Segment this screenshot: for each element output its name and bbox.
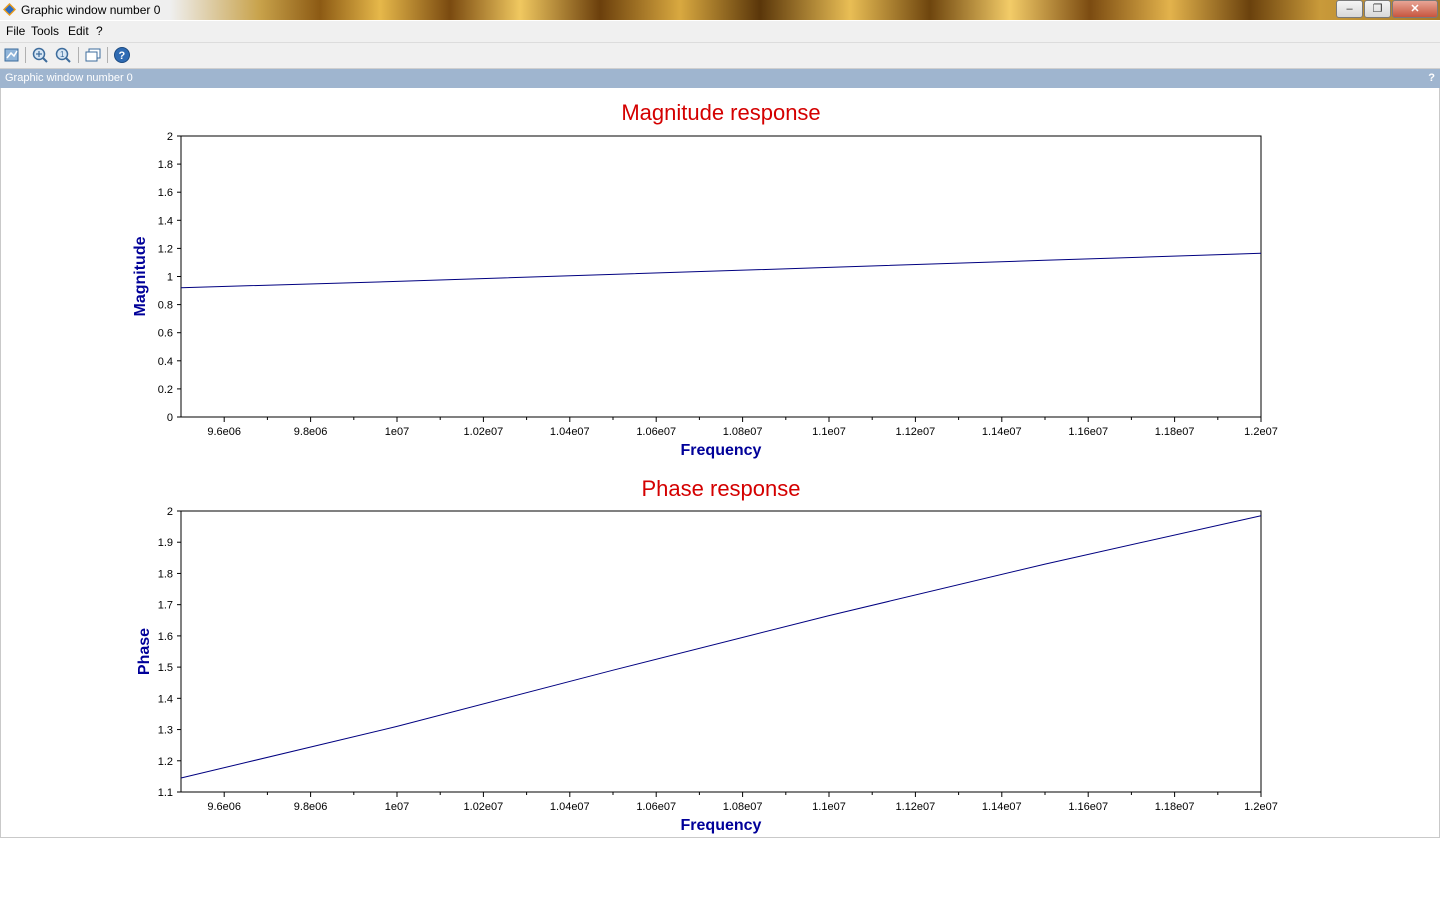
- menu-help[interactable]: ?: [96, 24, 103, 38]
- x-tick-label: 1.06e07: [636, 426, 676, 438]
- y-tick-label: 1: [167, 272, 173, 284]
- plot-canvas[interactable]: Magnitude response 0 0.2 0.4 0.6 0.8 1 1.2 1.4 1.…: [0, 88, 1440, 838]
- menu-bar: File Tools Edit ?: [0, 21, 1440, 43]
- new-window-icon[interactable]: [84, 46, 102, 64]
- y-tick-label: 2: [167, 506, 173, 518]
- panel-help-button[interactable]: ?: [1428, 72, 1435, 84]
- x-tick-label: 1.18e07: [1155, 801, 1195, 813]
- x-tick-label: 1.04e07: [550, 801, 590, 813]
- x-tick-label: 1.06e07: [636, 801, 676, 813]
- plots-svg: Magnitude response 0 0.2 0.4 0.6 0.8 1 1.2 1.4 1.…: [132, 100, 1278, 834]
- x-tick-label: 9.6e06: [207, 426, 241, 438]
- x-tick-label: 9.6e06: [207, 801, 241, 813]
- chart-title: Phase response: [642, 476, 801, 501]
- y-tick-label: 1.3: [158, 725, 173, 737]
- minimize-icon[interactable]: –: [1336, 0, 1363, 18]
- x-tick-label: 1.16e07: [1068, 801, 1108, 813]
- y-tick-label: 0: [167, 412, 173, 424]
- y-tick-label: 0.4: [158, 356, 173, 368]
- svg-text:1: 1: [60, 50, 65, 59]
- menu-tools[interactable]: Tools: [31, 24, 60, 38]
- y-tick-label: 1.9: [158, 537, 173, 549]
- x-axis-label: Frequency: [681, 442, 762, 459]
- plot-frame: [180, 135, 1262, 418]
- x-tick-label: 1.08e07: [723, 801, 763, 813]
- scilab-app-icon: [3, 3, 16, 16]
- graphic-panel-header: Graphic window number 0 ?: [0, 69, 1440, 88]
- y-tick-label: 0.8: [158, 300, 173, 312]
- series-line: [180, 515, 1262, 779]
- svg-text:?: ?: [119, 50, 126, 62]
- y-tick-label: 1.6: [158, 631, 173, 643]
- toolbar: 1 ?: [0, 43, 1440, 69]
- y-tick-label: 1.2: [158, 756, 173, 768]
- plot-frame: [180, 510, 1262, 793]
- y-tick-label: 1.2: [158, 243, 173, 255]
- y-tick-label: 2: [167, 131, 173, 143]
- x-tick-label: 1.2e07: [1244, 426, 1278, 438]
- x-tick-label: 1e07: [385, 801, 409, 813]
- y-tick-label: 1.1: [158, 787, 173, 799]
- chart-title: Magnitude response: [621, 100, 820, 125]
- x-tick-label: 1.12e07: [896, 426, 936, 438]
- x-tick-label: 9.8e06: [294, 426, 328, 438]
- x-tick-label: 1.18e07: [1155, 426, 1195, 438]
- x-tick-label: 9.8e06: [294, 801, 328, 813]
- x-tick-label: 1.02e07: [464, 426, 504, 438]
- x-axis-label: Frequency: [681, 817, 762, 834]
- toolbar-separator: [78, 47, 79, 63]
- x-tick-label: 1.1e07: [812, 801, 846, 813]
- x-tick-label: 1e07: [385, 426, 409, 438]
- x-tick-label: 1.02e07: [464, 801, 504, 813]
- x-tick-label: 1.04e07: [550, 426, 590, 438]
- y-tick-label: 0.6: [158, 328, 173, 340]
- close-icon[interactable]: ✕: [1392, 0, 1438, 18]
- toolbar-separator: [107, 47, 108, 63]
- y-axis-label: Magnitude: [132, 236, 149, 316]
- zoom-in-icon[interactable]: [31, 46, 49, 64]
- x-tick-label: 1.14e07: [982, 426, 1022, 438]
- y-tick-label: 1.7: [158, 600, 173, 612]
- x-tick-label: 1.2e07: [1244, 801, 1278, 813]
- y-tick-label: 1.4: [158, 693, 173, 705]
- y-axis-label: Phase: [136, 628, 153, 675]
- y-tick-label: 1.4: [158, 215, 173, 227]
- window-controls: – ❐ ✕: [1335, 0, 1438, 18]
- toolbar-separator: [25, 47, 26, 63]
- x-tick-label: 1.12e07: [896, 801, 936, 813]
- menu-file[interactable]: File: [6, 24, 26, 38]
- restore-icon[interactable]: ❐: [1364, 0, 1391, 18]
- y-tick-label: 1.8: [158, 568, 173, 580]
- y-tick-label: 0.2: [158, 384, 173, 396]
- title-bar: Graphic window number 0 – ❐ ✕: [0, 0, 1440, 20]
- datatip-icon[interactable]: [3, 46, 21, 64]
- series-line: [180, 252, 1262, 289]
- help-icon[interactable]: ?: [113, 46, 131, 64]
- window-title: Graphic window number 0: [21, 3, 161, 17]
- y-tick-label: 1.5: [158, 662, 173, 674]
- y-tick-label: 1.6: [158, 187, 173, 199]
- y-tick-label: 1.8: [158, 159, 173, 171]
- x-tick-label: 1.16e07: [1068, 426, 1108, 438]
- menu-edit[interactable]: Edit: [68, 24, 89, 38]
- panel-title: Graphic window number 0: [5, 72, 133, 84]
- x-tick-label: 1.1e07: [812, 426, 846, 438]
- x-tick-label: 1.14e07: [982, 801, 1022, 813]
- zoom-reset-icon[interactable]: 1: [54, 46, 72, 64]
- x-tick-label: 1.08e07: [723, 426, 763, 438]
